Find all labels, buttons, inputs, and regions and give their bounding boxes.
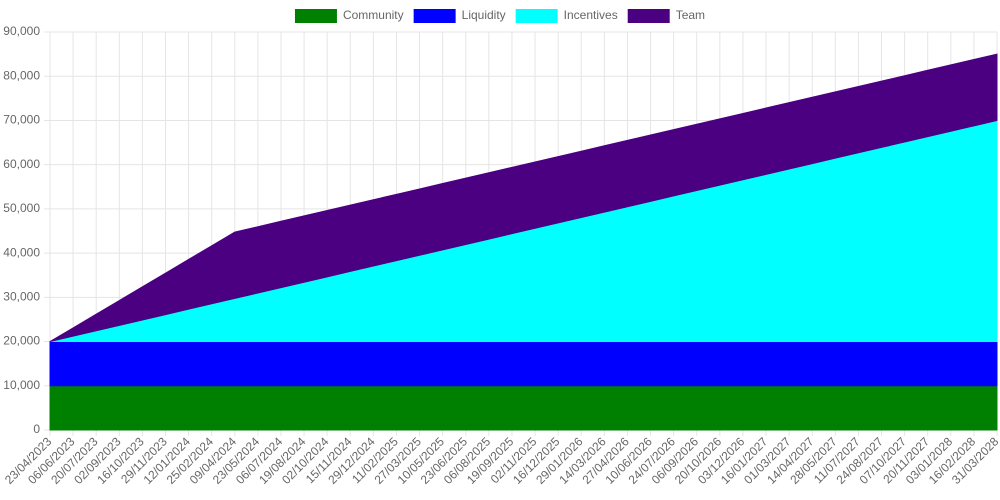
- y-tick-label: 10,000: [3, 378, 40, 392]
- y-tick-label: 30,000: [3, 290, 40, 304]
- legend-label[interactable]: Liquidity: [462, 8, 506, 22]
- y-tick-label: 50,000: [3, 201, 40, 215]
- y-tick-label: 90,000: [3, 24, 40, 38]
- legend-swatch[interactable]: [413, 9, 456, 23]
- legend-label[interactable]: Community: [343, 8, 404, 22]
- area: [49, 341, 998, 387]
- y-tick-label: 0: [33, 422, 40, 436]
- y-tick-label: 70,000: [3, 113, 40, 127]
- area: [49, 385, 998, 431]
- y-tick-label: 80,000: [3, 68, 40, 82]
- legend-label[interactable]: Incentives: [564, 8, 618, 22]
- legend-swatch[interactable]: [627, 9, 670, 23]
- y-tick-label: 40,000: [3, 245, 40, 259]
- legend-swatch[interactable]: [515, 9, 558, 23]
- legend-label[interactable]: Team: [676, 8, 705, 22]
- y-tick-label: 20,000: [3, 334, 40, 348]
- y-tick-label: 60,000: [3, 157, 40, 171]
- legend-swatch[interactable]: [294, 9, 337, 23]
- area: [49, 53, 998, 343]
